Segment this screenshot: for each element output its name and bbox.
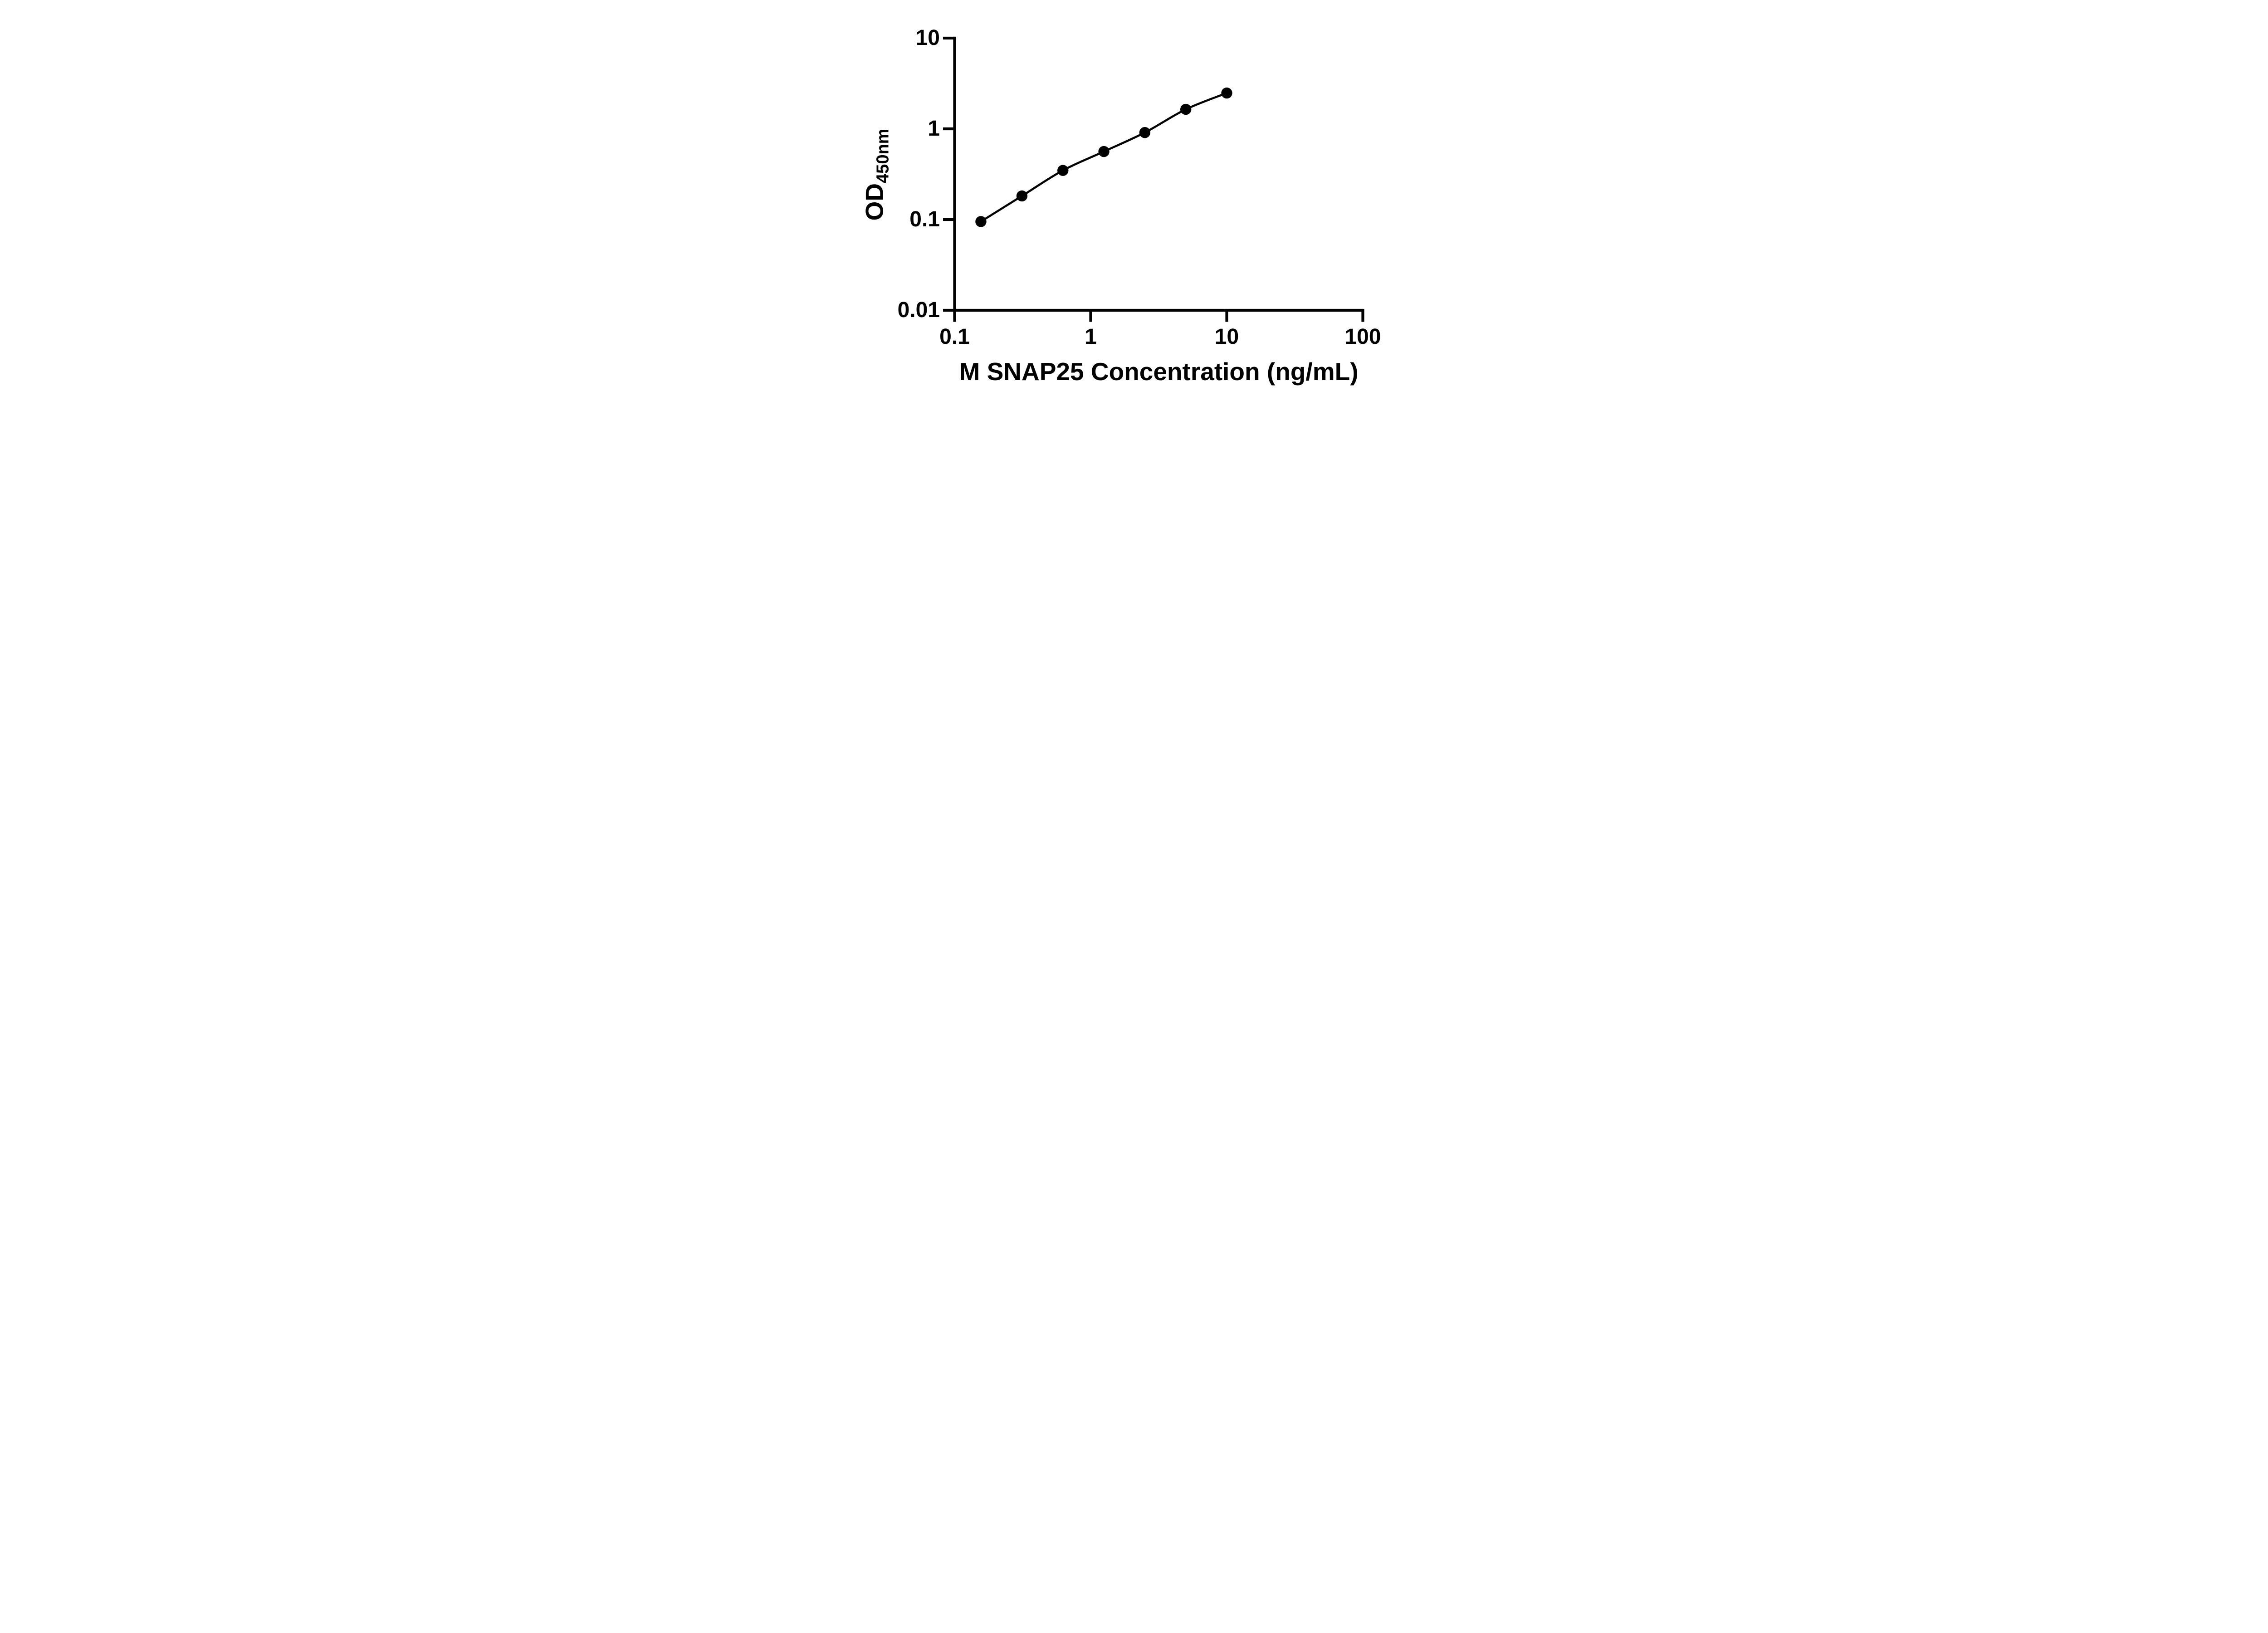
data-point [1221, 87, 1232, 99]
y-tick-label: 0.1 [909, 207, 940, 231]
x-axis-title: M SNAP25 Concentration (ng/mL) [959, 357, 1359, 386]
y-axis-title-main: OD [860, 183, 889, 221]
plot-area [943, 36, 1364, 322]
x-tick-label: 10 [1214, 325, 1239, 349]
data-point [1180, 103, 1192, 115]
y-tick-label: 0.01 [897, 298, 940, 322]
data-point [1016, 190, 1028, 202]
data-point [1057, 165, 1069, 176]
x-tick-label: 1 [1085, 325, 1097, 349]
elisa-standard-curve-figure: 10 1 0.1 0.01 0.1 1 10 100 M SNAP25 Concentrati… [842, 0, 1426, 408]
data-point [1098, 146, 1110, 157]
y-axis-title-subscript: 450nm [873, 128, 893, 183]
data-point [1139, 127, 1151, 138]
y-tick-label: 10 [915, 26, 940, 50]
x-tick-label: 100 [1344, 325, 1381, 349]
x-tick-label: 0.1 [939, 325, 970, 349]
y-axis-title: OD450nm [860, 128, 897, 221]
data-point [975, 216, 987, 227]
y-tick-label: 1 [928, 117, 940, 141]
